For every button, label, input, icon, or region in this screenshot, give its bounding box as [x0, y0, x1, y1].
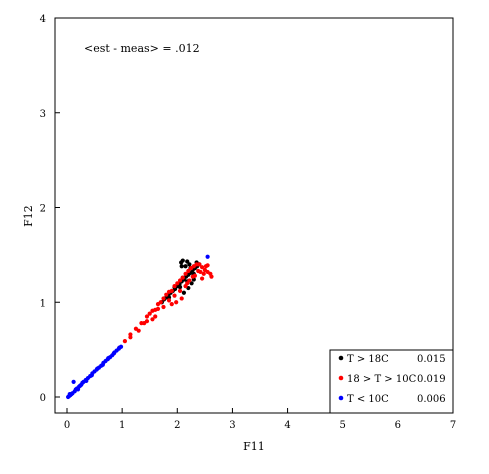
plot-frame — [54, 17, 454, 414]
x-tick-label: 4 — [284, 420, 290, 431]
data-point — [161, 304, 166, 310]
annotation-text: <est - meas> = .012 — [84, 42, 200, 55]
data-point — [71, 379, 76, 384]
data-point — [179, 296, 184, 301]
data-point — [191, 264, 196, 269]
x-tick-label: 6 — [395, 420, 401, 431]
data-point — [80, 380, 85, 385]
data-point — [200, 276, 205, 281]
data-point — [183, 271, 188, 276]
data-point — [183, 264, 188, 269]
x-tick-label: 0 — [64, 420, 70, 431]
data-point — [169, 288, 174, 293]
data-point — [128, 335, 133, 340]
legend-series-value: 0.019 — [417, 374, 446, 385]
legend-marker — [338, 375, 344, 381]
y-tick-label: 1 — [40, 298, 46, 309]
data-point — [172, 293, 177, 298]
data-point — [84, 378, 89, 383]
legend-series-name: T < 10C — [347, 394, 389, 405]
data-point — [100, 362, 105, 367]
data-point — [111, 351, 116, 356]
data-point — [187, 278, 192, 283]
data-point — [196, 268, 201, 274]
data-point — [201, 271, 206, 276]
x-tick-label: 2 — [174, 420, 180, 431]
y-tick-label: 2 — [40, 204, 46, 215]
data-point — [169, 302, 174, 307]
data-point — [185, 259, 190, 264]
data-point — [144, 319, 150, 324]
data-point — [180, 275, 185, 280]
legend-marker — [338, 395, 344, 401]
data-point — [73, 387, 78, 392]
data-point — [200, 265, 205, 270]
data-point — [177, 284, 183, 290]
data-point — [175, 281, 180, 286]
x-tick-label: 1 — [119, 420, 125, 431]
data-point — [155, 306, 161, 311]
data-point — [158, 300, 163, 305]
data-point — [187, 262, 192, 267]
y-tick-label: 4 — [40, 14, 46, 25]
data-point — [67, 392, 72, 397]
data-point — [203, 264, 209, 269]
data-point — [166, 298, 172, 303]
data-point — [186, 268, 191, 274]
data-point — [177, 278, 183, 283]
data-point — [205, 254, 210, 259]
data-point — [181, 290, 187, 295]
data-point — [185, 281, 190, 286]
x-axis-label: F11 — [243, 440, 265, 453]
x-tick-label: 3 — [229, 420, 235, 431]
data-point — [164, 292, 169, 297]
legend-series-name: 18 > T > 10C — [347, 374, 417, 385]
y-tick-label: 3 — [40, 109, 46, 120]
data-point — [150, 317, 155, 322]
data-point — [136, 328, 141, 333]
data-point — [147, 311, 152, 316]
legend-series-name: T > 18C — [347, 354, 389, 365]
data-point — [180, 258, 185, 263]
data-point — [197, 262, 202, 267]
data-point — [161, 296, 166, 301]
data-point — [95, 366, 100, 371]
data-point — [190, 274, 195, 279]
data-points — [66, 254, 214, 400]
data-point — [89, 373, 94, 378]
x-tick-label: 5 — [340, 420, 346, 431]
legend-marker — [338, 355, 344, 361]
data-point — [106, 356, 111, 361]
y-tick-label: 0 — [40, 393, 46, 404]
data-point — [174, 300, 179, 305]
data-point — [153, 314, 158, 319]
data-point — [78, 383, 83, 388]
data-point — [179, 264, 184, 269]
data-point — [172, 284, 177, 289]
y-axis-label: F12 — [22, 205, 35, 227]
data-point — [117, 345, 122, 350]
data-point — [144, 314, 150, 319]
x-tick-label: 7 — [450, 420, 456, 431]
legend-box — [329, 349, 454, 414]
legend-series-value: 0.006 — [417, 394, 446, 405]
data-point — [122, 338, 127, 344]
data-point — [177, 288, 183, 293]
legend-series-value: 0.015 — [417, 354, 446, 365]
data-point — [205, 269, 210, 275]
data-point — [189, 281, 194, 286]
data-point — [209, 274, 214, 279]
